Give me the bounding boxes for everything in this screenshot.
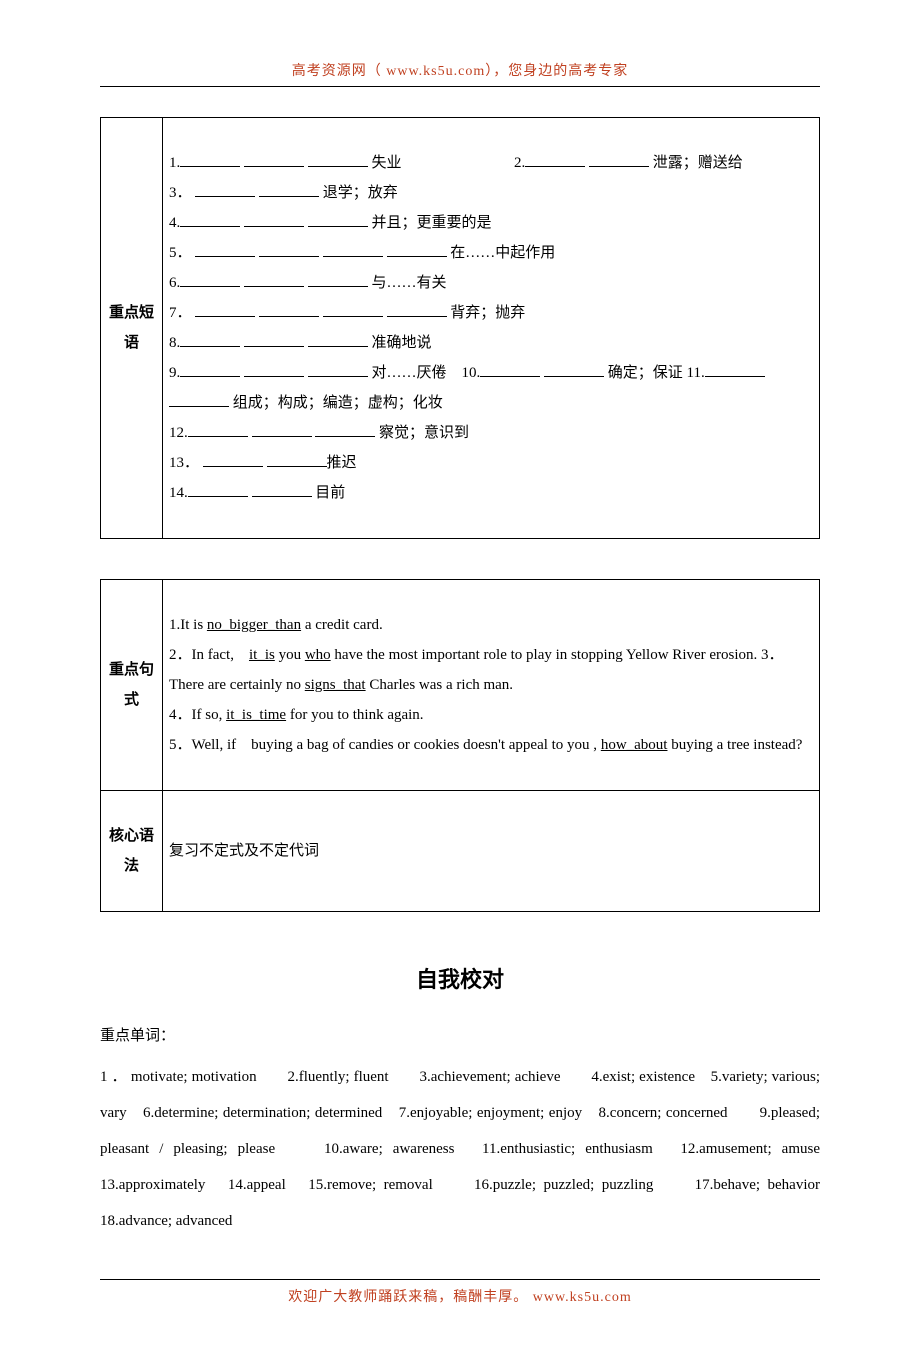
footer-rule [100,1279,820,1280]
phrases-table: 重点短语 1. 失业 2. 泄露；赠送给 3． 退学；放弃 4. 并且；更重要的… [100,117,820,539]
item-num: 7． [169,305,192,321]
page-header: 高考资源网（ www.ks5u.com），您身边的高考专家 [100,60,820,80]
phrases-content-cell: 1. 失业 2. 泄露；赠送给 3． 退学；放弃 4. 并且；更重要的是 5． … [163,118,820,539]
item-num: 3． [169,185,192,201]
item-text: 察觉；意识到 [375,425,469,441]
sentence-text: buying a tree instead? [667,737,802,753]
underlined: who [305,647,331,663]
underlined: no_bigger_than [207,617,301,633]
phrase-line: 14. 目前 [169,478,813,508]
underlined: it_is_time [226,707,286,723]
sentence-text: Charles was a rich man. [366,677,513,693]
grammar-label-cell: 核心语法 [101,791,163,912]
answers-text: 1 ． motivate; motivation 2.fluently; flu… [100,1059,820,1239]
sentences-content-cell: 1.It is no_bigger_than a credit card. 2．… [163,580,820,791]
item-num: 1. [169,155,180,171]
item-text: 确定；保证 11. [604,365,705,381]
sentence-text: you [275,647,305,663]
sentence-line: 1.It is no_bigger_than a credit card. [169,610,813,640]
phrase-line: 7． 背弃；抛弃 [169,298,813,328]
item-num: 9. [169,365,180,381]
answers-label: 重点单词： [100,1024,820,1045]
phrase-line: 8. 准确地说 [169,328,813,358]
item-text: 退学；放弃 [319,185,398,201]
sentence-text: 2．In fact, [169,647,249,663]
item-text: 泄露；赠送给 [649,155,743,171]
document-page: 高考资源网（ www.ks5u.com），您身边的高考专家 重点短语 1. 失业… [0,0,920,1346]
underlined: signs_that [305,677,366,693]
item-text: 组成；构成；编造；虚构；化妆 [229,395,443,411]
item-text: 并且；更重要的是 [368,215,492,231]
sentences-table: 重点句式 1.It is no_bigger_than a credit car… [100,579,820,912]
item-num: 6. [169,275,180,291]
item-text: 在……中起作用 [447,245,556,261]
sentence-text: for you to think again. [286,707,423,723]
item-num: 4. [169,215,180,231]
item-text: 准确地说 [368,335,432,351]
sentence-line: 4．If so, it_is_time for you to think aga… [169,700,813,730]
page-footer: 欢迎广大教师踊跃来稿，稿酬丰厚。 www.ks5u.com [100,1286,820,1306]
item-text: 失业 [368,155,402,171]
item-num: 5． [169,245,192,261]
item-text: 与……有关 [368,275,447,291]
grammar-content-cell: 复习不定式及不定代词 [163,791,820,912]
phrase-line: 13． 推迟 [169,448,813,478]
phrase-line: 5． 在……中起作用 [169,238,813,268]
sentence-text: 1.It is [169,617,207,633]
item-num: 2. [514,155,525,171]
phrases-label-cell: 重点短语 [101,118,163,539]
sentence-text: 5．Well, if buying a bag of candies or co… [169,737,601,753]
item-text: 背弃；抛弃 [447,305,526,321]
underlined: it_is [249,647,275,663]
phrase-line: 4. 并且；更重要的是 [169,208,813,238]
item-text: 推迟 [327,455,357,471]
item-text: 对……厌倦 10. [368,365,481,381]
phrase-line: 12. 察觉；意识到 [169,418,813,448]
answers-title: 自我校对 [100,962,820,994]
sentences-label-cell: 重点句式 [101,580,163,791]
phrase-line: 3． 退学；放弃 [169,178,813,208]
item-num: 13． [169,455,199,471]
phrase-line: 9. 对……厌倦 10. 确定；保证 11. 组成；构成；编造；虚构；化妆 [169,358,813,418]
underlined: how_about [601,737,668,753]
phrase-line: 1. 失业 2. 泄露；赠送给 [169,148,813,178]
item-text: 目前 [312,485,346,501]
sentence-line: 2．In fact, it_is you who have the most i… [169,640,813,700]
item-num: 12. [169,425,188,441]
item-num: 8. [169,335,180,351]
sentence-text: 4．If so, [169,707,226,723]
sentence-line: 5．Well, if buying a bag of candies or co… [169,730,813,760]
item-num: 14. [169,485,188,501]
sentence-text: a credit card. [301,617,383,633]
phrase-line: 6. 与……有关 [169,268,813,298]
header-rule [100,86,820,87]
